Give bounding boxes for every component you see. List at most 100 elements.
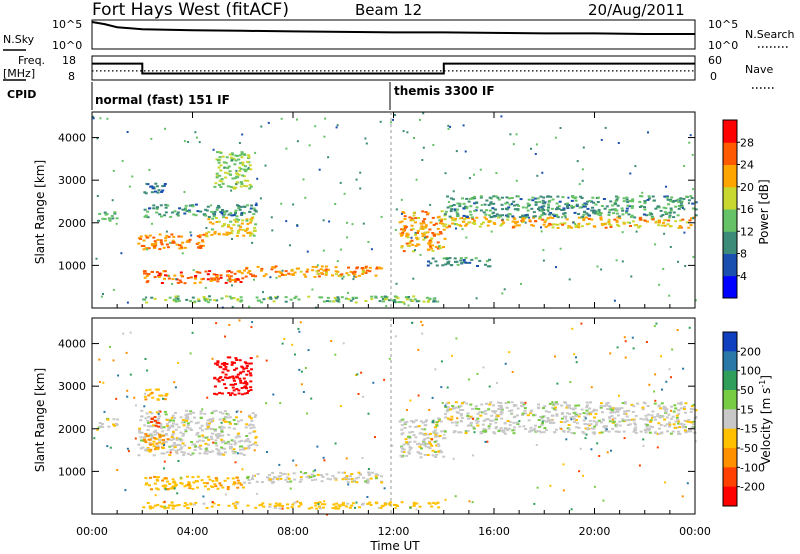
echo-cell: [207, 443, 210, 446]
echo-cell: [454, 260, 457, 263]
echo-cell: [442, 225, 446, 228]
echo-cell: [345, 272, 349, 275]
echo-cell: [660, 402, 664, 405]
echo-cell: [665, 408, 669, 411]
echo-cell: [532, 414, 536, 417]
echo-cell: [188, 485, 192, 488]
echo-cell: [248, 482, 252, 484]
y-tick-label: 3000: [58, 174, 86, 187]
echo-cell: [286, 481, 290, 483]
echo-cell: [484, 409, 488, 412]
echo-cell: [235, 172, 238, 175]
echo-speckle: [115, 222, 118, 225]
echo-cell: [163, 214, 167, 217]
echo-cell: [357, 471, 361, 474]
echo-cell: [408, 216, 412, 219]
echo-cell: [474, 407, 478, 410]
echo-cell: [245, 383, 249, 386]
echo-speckle: [311, 288, 314, 291]
echo-cell: [512, 404, 516, 406]
echo-cell: [607, 211, 611, 214]
echo-cell: [252, 234, 256, 237]
echo-cell: [238, 166, 242, 169]
freq-panel-frame: [91, 55, 696, 81]
echo-speckle: [164, 127, 166, 130]
echo-cell: [493, 432, 497, 435]
echo-cell: [604, 426, 608, 429]
echo-cell: [676, 420, 680, 423]
echo-cell: [433, 435, 437, 438]
echo-cell: [182, 432, 185, 435]
echo-cell: [671, 430, 675, 433]
echo-speckle: [629, 172, 632, 175]
echo-cell: [565, 406, 569, 409]
echo-cell: [193, 443, 197, 446]
echo-cell: [663, 195, 667, 198]
echo-cell: [236, 278, 240, 281]
echo-cell: [482, 419, 486, 422]
echo-cell: [150, 296, 154, 299]
nsearch-tick-bottom: 10^0: [708, 39, 738, 52]
echo-cell: [446, 406, 450, 409]
echo-cell: [164, 236, 168, 239]
echo-cell: [211, 217, 215, 220]
echo-cell: [150, 191, 154, 194]
echo-cell: [196, 486, 199, 489]
echo-cell: [212, 502, 216, 505]
echo-speckle: [431, 396, 434, 399]
echo-cell: [648, 431, 652, 434]
echo-speckle: [450, 354, 453, 357]
echo-cell: [152, 207, 156, 210]
echo-cell: [383, 502, 387, 505]
echo-cell: [551, 217, 555, 219]
echo-cell: [188, 446, 192, 449]
echo-cell: [406, 297, 410, 300]
echo-cell: [427, 433, 431, 436]
echo-cell: [172, 432, 176, 435]
echo-cell: [247, 445, 251, 447]
echo-speckle: [151, 222, 153, 225]
echo-speckle: [164, 505, 167, 508]
echo-cell: [213, 483, 217, 486]
echo-speckle: [665, 185, 667, 188]
power-colorbar-label: Power [dB]: [757, 179, 771, 244]
echo-cell: [214, 433, 218, 436]
echo-speckle: [189, 352, 192, 355]
echo-cell: [331, 274, 334, 277]
echo-cell: [281, 273, 284, 276]
echo-cell: [197, 241, 201, 244]
echo-cell: [173, 417, 176, 420]
echo-cell: [477, 408, 481, 410]
echo-cell: [340, 296, 344, 299]
echo-cell: [663, 424, 667, 427]
echo-cell: [453, 430, 457, 433]
echo-cell: [447, 408, 451, 411]
echo-cell: [663, 406, 667, 409]
echo-cell: [208, 295, 211, 298]
echo-speckle: [334, 203, 337, 205]
echo-speckle: [393, 299, 396, 302]
echo-cell: [456, 263, 460, 266]
echo-cell: [402, 227, 406, 230]
echo-cell: [251, 424, 255, 427]
echo-cell: [438, 434, 442, 437]
echo-cell: [689, 195, 693, 198]
echo-cell: [267, 297, 271, 300]
echo-cell: [582, 419, 586, 422]
echo-cell: [240, 222, 244, 225]
echo-cell: [207, 301, 211, 304]
echo-speckle: [300, 471, 302, 473]
echo-cell: [595, 423, 598, 426]
echo-cell: [630, 403, 634, 406]
echo-cell: [320, 503, 324, 506]
echo-cell: [230, 152, 234, 155]
echo-cell: [599, 421, 603, 424]
y-tick-label: 1000: [58, 465, 86, 478]
echo-cell: [178, 207, 182, 210]
echo-cell: [473, 197, 477, 200]
echo-cell: [582, 205, 586, 208]
echo-speckle: [306, 250, 309, 253]
echo-cell: [199, 410, 203, 413]
echo-cell: [416, 230, 420, 232]
echo-cell: [220, 438, 224, 441]
